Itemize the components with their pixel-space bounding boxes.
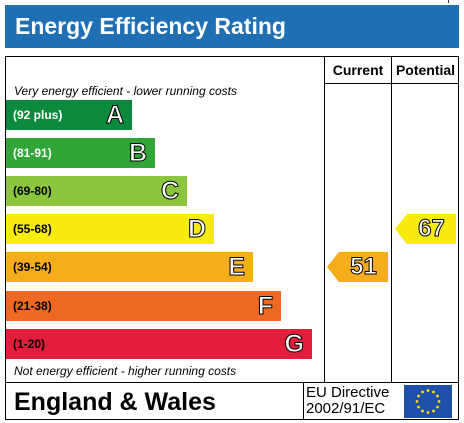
band-c-range: (69-80)	[13, 184, 52, 198]
current-rating-value: 51	[350, 253, 378, 281]
band-c: (69-80) C	[6, 176, 187, 206]
potential-rating-fill	[395, 214, 456, 244]
potential-rating-shape	[395, 214, 456, 244]
band-e-letter: E	[228, 253, 246, 282]
band-e-range: (39-54)	[13, 260, 52, 274]
eu-directive-line1: EU Directive	[306, 384, 390, 401]
eu-star	[432, 390, 435, 394]
current-column-divider	[324, 56, 325, 383]
band-f: (21-38) F	[6, 291, 281, 321]
current-column-header: Current	[332, 62, 384, 78]
potential-column-divider	[391, 56, 392, 383]
eu-star	[436, 405, 439, 409]
eu-directive-line2: 2002/91/EC	[306, 400, 386, 417]
band-f-letter: F	[257, 292, 273, 321]
potential-rating-value: 67	[418, 215, 446, 243]
eu-directive-label: EU Directive 2002/91/EC	[306, 385, 389, 417]
band-a-letter: A	[105, 101, 124, 130]
eu-star	[417, 405, 420, 409]
eu-star	[436, 394, 439, 398]
eu-star	[432, 409, 435, 413]
current-rating-arrow: 51	[327, 252, 388, 282]
eu-star	[426, 411, 430, 414]
band-g-range: (1-20)	[13, 337, 46, 351]
current-rating-shape	[327, 252, 388, 282]
eu-star	[421, 390, 424, 394]
band-b-range: (81-91)	[13, 146, 52, 160]
band-d-letter: D	[187, 215, 206, 244]
band-g: (1-20) G	[6, 329, 312, 359]
bottom-note: Not energy efficient - higher running co…	[14, 364, 237, 378]
eu-star	[415, 400, 419, 403]
band-b-letter: B	[128, 139, 147, 168]
top-note: Very energy efficient - lower running co…	[14, 84, 237, 98]
eu-star	[426, 389, 430, 392]
page-title: Energy Efficiency Rating	[5, 5, 459, 48]
band-g-letter: G	[284, 330, 304, 359]
eu-star	[437, 400, 441, 403]
eu-flag-icon	[404, 385, 452, 418]
eu-star	[421, 409, 424, 413]
potential-rating-arrow: 67	[395, 214, 456, 244]
band-b: (81-91) B	[6, 138, 155, 168]
footer-divider	[303, 383, 304, 420]
column-header-divider	[325, 83, 459, 84]
current-rating-fill	[327, 252, 388, 282]
eu-star	[417, 394, 420, 398]
top-edge-mark	[448, 0, 449, 3]
band-a-range: (92 plus)	[13, 108, 63, 122]
band-a: (92 plus) A	[6, 100, 132, 130]
rating-frame	[5, 56, 459, 383]
band-c-letter: C	[160, 177, 179, 206]
band-d-range: (55-68)	[13, 222, 52, 236]
region-label: England & Wales	[14, 388, 216, 416]
band-f-range: (21-38)	[13, 299, 52, 313]
potential-column-header: Potential	[395, 62, 456, 78]
band-e: (39-54) E	[6, 252, 253, 282]
band-d: (55-68) D	[6, 214, 214, 244]
